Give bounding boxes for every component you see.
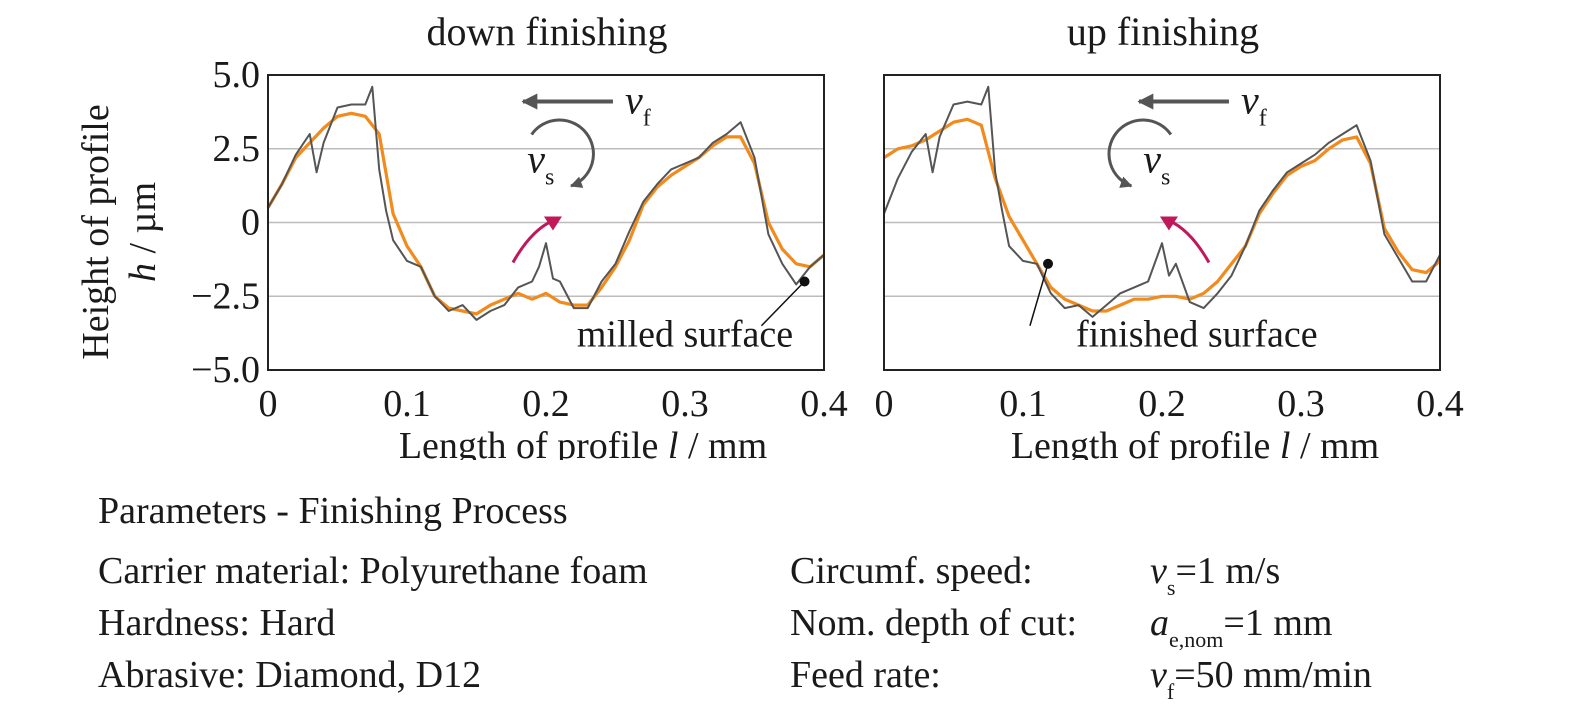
x-tick-label: 0.3	[661, 383, 709, 425]
panel-up-finishing: up finishing vf vs finished surface 0 0.1 0.…	[875, 9, 1464, 460]
x-tick-label: 0.4	[1416, 383, 1464, 425]
feed-label: vf	[625, 78, 651, 132]
plot-frame	[883, 74, 1441, 371]
contact-arrow-head	[1159, 216, 1178, 231]
x-axis-label: Length of profile l / mm	[1011, 425, 1379, 460]
param-abrasive: Abrasive: Diamond, D12	[98, 654, 482, 696]
x-tick-label: 0	[875, 383, 894, 425]
x-axis-label: Length of profile l / mm	[399, 425, 767, 460]
rotation-arrow	[1107, 118, 1173, 188]
param-hardness: Hardness: Hard	[98, 602, 336, 644]
x-tick-label: 0.3	[1277, 383, 1325, 425]
x-tick-label: 0.2	[1138, 383, 1186, 425]
y-tick-label: 5.0	[213, 54, 261, 96]
param-feed-value: vf=50 mm/min	[1150, 654, 1372, 704]
y-axis-label: Height of profile	[75, 104, 117, 359]
x-tick-label: 0.4	[800, 383, 848, 425]
measured-profile-line	[883, 85, 1441, 318]
y-tick-label: −2.5	[191, 275, 260, 317]
param-speed-value: vs=1 m/s	[1150, 550, 1281, 600]
feed-label: vf	[1241, 78, 1267, 132]
finished-profile-line	[266, 111, 826, 316]
speed-label: vs	[1143, 136, 1170, 190]
callout-line	[760, 280, 806, 327]
callout-line	[1029, 263, 1049, 326]
param-feed-label: Feed rate:	[790, 654, 941, 696]
profile-charts: Height of profile h / µm down finishing …	[75, 9, 1464, 460]
measured-profile-line	[267, 85, 825, 321]
y-tick-label: 0	[241, 202, 260, 244]
param-speed-label: Circumf. speed:	[790, 550, 1033, 592]
plot-frame	[267, 74, 825, 371]
contact-arrow-head	[543, 216, 562, 231]
y-tick-label: −5.0	[191, 349, 260, 391]
chart-title: down finishing	[426, 9, 667, 54]
param-carrier-material: Carrier material: Polyurethane foam	[98, 550, 648, 592]
param-depth-label: Nom. depth of cut:	[790, 602, 1078, 644]
surface-annotation: milled surface	[577, 313, 793, 355]
panel-down-finishing: down finishing vf vs milled surface 5.0 2.5…	[191, 9, 848, 460]
param-depth-value: ae,nom=1 mm	[1150, 602, 1333, 652]
rotation-arrow	[530, 118, 595, 188]
x-tick-label: 0.2	[522, 383, 570, 425]
finished-profile-line	[883, 117, 1442, 313]
y-axis-unit: h / µm	[122, 182, 164, 282]
chart-title: up finishing	[1067, 9, 1259, 54]
x-tick-label: 0	[259, 383, 278, 425]
x-tick-label: 0.1	[383, 383, 431, 425]
parameters-heading: Parameters - Finishing Process	[98, 490, 568, 532]
y-tick-label: 2.5	[213, 128, 261, 170]
x-tick-label: 0.1	[999, 383, 1047, 425]
surface-annotation: finished surface	[1076, 313, 1318, 355]
speed-label: vs	[527, 136, 554, 190]
